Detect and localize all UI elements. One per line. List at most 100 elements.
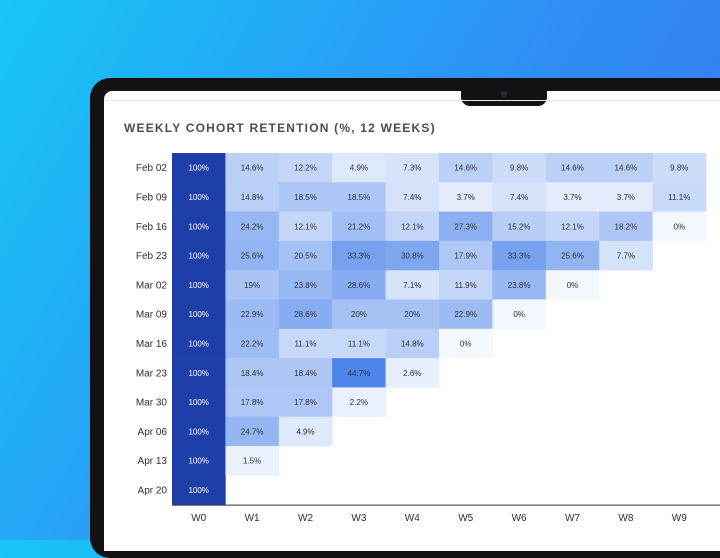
heatmap-cell xyxy=(278,416,333,447)
heatmap-cell xyxy=(385,328,440,359)
row-label: Feb 23 xyxy=(136,251,168,262)
heatmap-cell xyxy=(492,153,547,183)
heatmap-cell xyxy=(172,211,226,242)
cell-label: 0% xyxy=(674,222,686,231)
cell-label: 12.1% xyxy=(561,222,584,231)
cell-label: 19% xyxy=(244,281,260,290)
heatmap-cell xyxy=(225,387,280,417)
heatmap-cell xyxy=(172,182,226,212)
cell-label: 21.2% xyxy=(348,222,371,231)
heatmap-cell xyxy=(225,328,280,359)
heatmap-cell xyxy=(332,299,386,330)
heatmap-cell xyxy=(172,153,226,183)
heatmap-cell xyxy=(439,240,493,271)
cell-label: 2.6% xyxy=(403,369,421,378)
heatmap-cell xyxy=(439,328,493,359)
heatmap-cell xyxy=(332,358,386,388)
cell-label: 25.6% xyxy=(241,252,264,261)
row-label: Apr 20 xyxy=(138,485,168,496)
camera-icon xyxy=(501,91,507,97)
cell-label: 18.4% xyxy=(241,369,264,378)
row-label: Feb 02 xyxy=(136,163,168,174)
cell-label: 33.3% xyxy=(348,252,371,261)
heatmap-cell xyxy=(492,240,547,271)
heatmap-cell xyxy=(278,387,333,417)
cell-label: 7.4% xyxy=(403,193,421,202)
cell-label: 18.4% xyxy=(294,369,317,378)
heatmap-cell xyxy=(492,299,547,330)
heatmap-cell xyxy=(332,182,386,212)
cell-label: 20.5% xyxy=(294,252,317,261)
heatmap-cell xyxy=(545,240,600,271)
heatmap-cell xyxy=(172,446,226,476)
row-label: Mar 30 xyxy=(136,398,168,409)
heatmap-cell xyxy=(225,240,280,271)
heatmap-cell xyxy=(278,153,333,183)
heatmap-cell xyxy=(225,416,280,447)
cell-label: 20% xyxy=(404,310,420,319)
cell-label: 7.7% xyxy=(617,252,635,261)
cell-label: 24.2% xyxy=(241,222,264,231)
row-label: Mar 16 xyxy=(136,339,168,350)
heatmap-cell xyxy=(278,240,333,271)
cell-label: 20% xyxy=(351,310,367,319)
heatmap-cell xyxy=(332,211,386,242)
heatmap-cell xyxy=(278,328,333,359)
heatmap-cell xyxy=(545,270,600,300)
cell-label: 11.1% xyxy=(294,339,316,348)
cell-label: 100% xyxy=(188,164,208,173)
cell-label: 12.2% xyxy=(294,164,317,173)
cell-label: 4.9% xyxy=(296,427,314,436)
heatmap-cell xyxy=(385,153,440,183)
heatmap-cell xyxy=(172,475,226,505)
cell-label: 44.7% xyxy=(348,369,371,378)
column-label: W4 xyxy=(405,513,420,524)
cell-label: 100% xyxy=(188,281,208,290)
cell-label: 9.8% xyxy=(670,164,688,173)
heatmap-cell xyxy=(278,182,333,212)
heatmap-cell xyxy=(332,240,386,271)
cell-label: 100% xyxy=(188,222,208,231)
cell-label: 22.9% xyxy=(454,310,477,319)
heatmap-cell xyxy=(278,358,333,388)
heatmap-cell xyxy=(545,182,600,212)
screen-top-divider xyxy=(104,100,720,101)
column-label: W7 xyxy=(565,513,580,524)
cell-label: 30.8% xyxy=(401,252,424,261)
cell-label: 100% xyxy=(188,193,208,202)
column-label: W3 xyxy=(351,513,366,524)
cell-label: 14.6% xyxy=(454,164,477,173)
heatmap-cell xyxy=(492,270,547,300)
heatmap-cell xyxy=(492,182,547,212)
cell-label: 11.1% xyxy=(348,339,370,348)
cell-label: 27.3% xyxy=(454,222,477,231)
heatmap-cell xyxy=(385,182,440,212)
cell-label: 14.6% xyxy=(561,164,584,173)
column-label: W8 xyxy=(618,513,633,524)
row-label: Apr 06 xyxy=(138,427,168,438)
row-label: Apr 13 xyxy=(138,456,168,467)
cell-label: 25.6% xyxy=(561,252,584,261)
column-label: W5 xyxy=(458,513,473,524)
cell-label: 33.3% xyxy=(508,252,531,261)
heatmap-cell xyxy=(332,153,386,183)
cell-label: 0% xyxy=(460,339,472,348)
heatmap-cell xyxy=(278,270,333,300)
cell-label: 9.8% xyxy=(510,164,528,173)
heatmap-cell xyxy=(172,240,226,271)
cell-label: 100% xyxy=(188,369,208,378)
heatmap-cell xyxy=(385,211,440,242)
heatmap-cell xyxy=(278,211,333,242)
cell-label: 0% xyxy=(567,281,579,290)
cell-label: 3.7% xyxy=(563,193,581,202)
cell-label: 14.8% xyxy=(401,339,424,348)
cell-label: 17.9% xyxy=(454,252,477,261)
heatmap-cell xyxy=(332,270,386,300)
cell-label: 7.3% xyxy=(403,164,421,173)
cell-label: 11.1% xyxy=(668,193,690,202)
heatmap-cell xyxy=(225,446,280,476)
heatmap-cell xyxy=(172,387,226,417)
heatmap-cell xyxy=(332,328,386,359)
column-label: W6 xyxy=(512,513,527,524)
heatmap-cell xyxy=(492,211,547,242)
